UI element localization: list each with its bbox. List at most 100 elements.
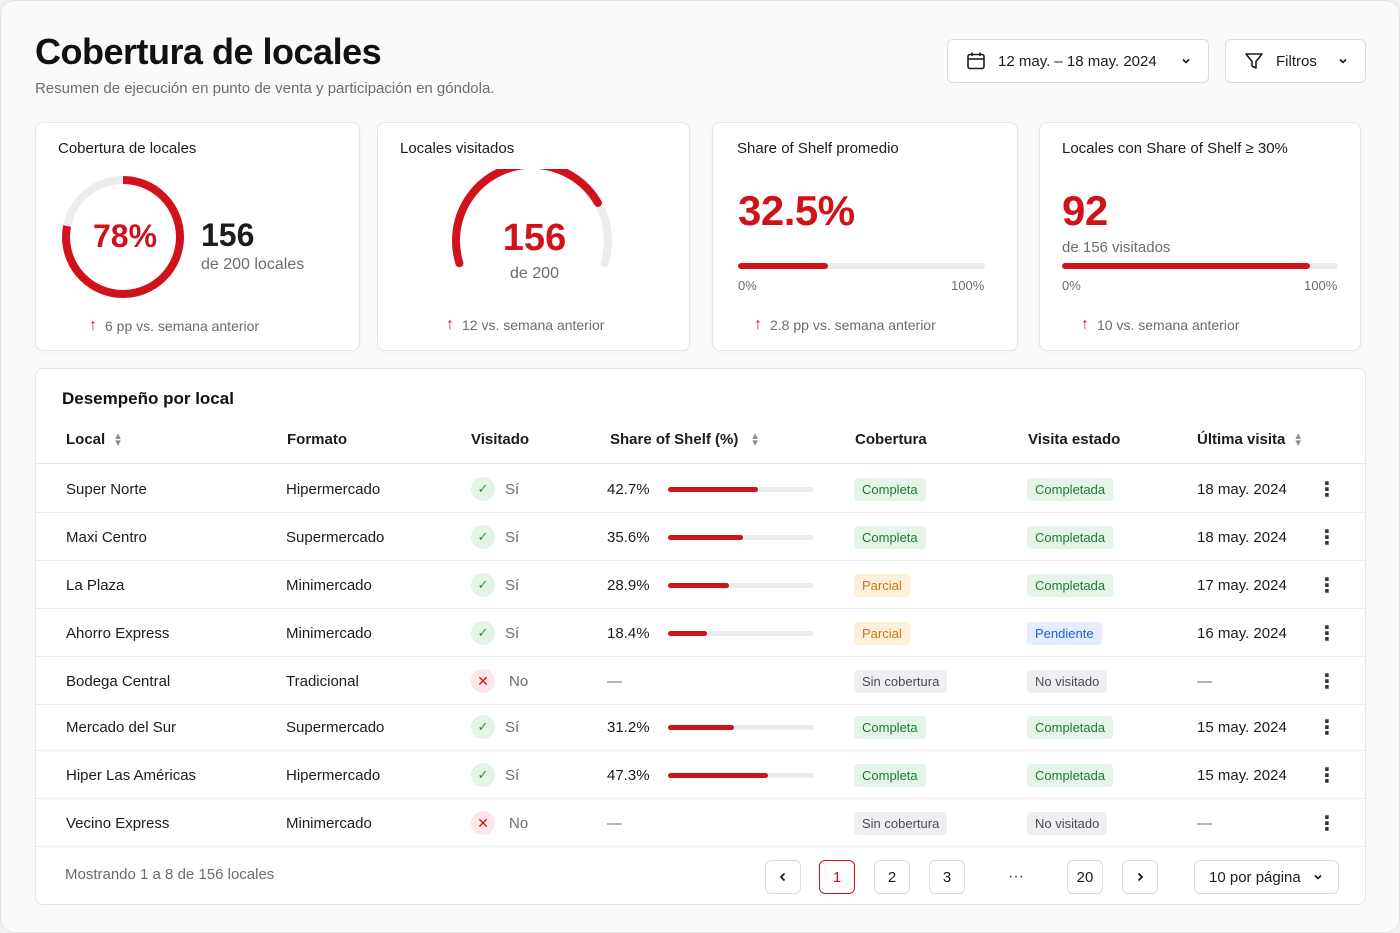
cell-visitado: ✓ Sí [471, 751, 519, 799]
cell-share: — [607, 657, 622, 705]
per-page-label: 10 por página [1209, 868, 1301, 886]
cell-formato: Tradicional [286, 672, 359, 690]
cell-ultima: — [1197, 672, 1212, 690]
prev-page-button[interactable] [765, 860, 801, 894]
divider [36, 463, 1367, 464]
cell-share: 35.6% [607, 513, 814, 561]
table-row[interactable]: Hiper Las Américas Hipermercado ✓ Sí 47.… [36, 751, 1367, 799]
more-vertical-icon[interactable]: ⋮ [1317, 764, 1337, 787]
sort-icon: ▴ ▾ [752, 429, 758, 449]
visitado-text: No [509, 814, 529, 832]
more-vertical-icon[interactable]: ⋮ [1317, 622, 1337, 645]
more-vertical-icon[interactable]: ⋮ [1317, 812, 1337, 835]
table-row[interactable]: Mercado del Sur Supermercado ✓ Sí 31.2% … [36, 703, 1367, 751]
column-header-formato: Formato [287, 431, 347, 448]
cell-cobertura: Sin cobertura [854, 799, 948, 847]
cell-visitado: ✓ Sí [471, 513, 519, 561]
column-header-share[interactable]: Share of Shelf (%) ▴ ▾ [610, 429, 758, 449]
status-badge: Completada [1027, 715, 1114, 739]
cell-visitado: ✕ No [471, 657, 528, 705]
table-row[interactable]: Ahorro Express Minimercado ✓ Sí 18.4% Pa… [36, 609, 1367, 657]
page-button-2[interactable]: 2 [874, 860, 910, 894]
coverage-ring-fill [62, 176, 184, 298]
share-progress [738, 263, 985, 269]
cell-formato: Supermercado [286, 718, 385, 736]
more-vertical-icon[interactable]: ⋮ [1317, 716, 1337, 739]
column-label: Visita estado [1028, 431, 1121, 448]
chevron-down-icon [1337, 55, 1349, 67]
cell-cobertura: Completa [854, 751, 926, 799]
column-header-local[interactable]: Local ▴ ▾ [66, 430, 121, 448]
status-badge: Completada [1027, 573, 1114, 597]
page-button-last[interactable]: 20 [1067, 860, 1103, 894]
coverage-count: 156 [201, 217, 255, 253]
table-row[interactable]: Vecino Express Minimercado ✕ No — Sin co… [36, 799, 1367, 847]
cell-share: 28.9% [607, 561, 814, 609]
cell-formato: Supermercado [286, 528, 385, 546]
share-bar [667, 630, 814, 636]
cell-estado: Completada [1027, 751, 1114, 799]
share-value: 47.3% [607, 766, 650, 784]
cell-local: Vecino Express [66, 814, 170, 832]
page-button-3[interactable]: 3 [929, 860, 965, 894]
cell-local: Ahorro Express [66, 624, 170, 642]
table-row[interactable]: Maxi Centro Supermercado ✓ Sí 35.6% Comp… [36, 513, 1367, 561]
cell-formato: Hipermercado [286, 480, 381, 498]
cell-estado: Completada [1027, 561, 1114, 609]
share30-sub: de 156 visitados [1062, 239, 1171, 256]
status-badge: Completada [1027, 763, 1114, 787]
more-vertical-icon[interactable]: ⋮ [1317, 526, 1337, 549]
visitado-text: Sí [505, 624, 520, 642]
column-header-ultima[interactable]: Última visita ▴ ▾ [1197, 429, 1301, 449]
share-bar [667, 582, 814, 588]
table-row[interactable]: Bodega Central Tradicional ✕ No — Sin co… [36, 657, 1367, 705]
more-vertical-icon[interactable]: ⋮ [1317, 574, 1337, 597]
more-vertical-icon[interactable]: ⋮ [1317, 670, 1337, 693]
cell-visitado: ✓ Sí [471, 561, 519, 609]
sort-icon: ▴ ▾ [1295, 429, 1301, 449]
share30-trend-text: 10 vs. semana anterior [1097, 317, 1240, 333]
share-value: — [607, 672, 622, 690]
kpi-card-visited: Locales visitados 156 de 200 ↑ 12 vs. se… [377, 122, 690, 351]
arrow-up-icon: ↑ [1081, 316, 1089, 333]
share-value: 35.6% [607, 528, 650, 546]
cell-estado: Completada [1027, 703, 1114, 751]
cell-estado: Pendiente [1027, 609, 1102, 657]
coverage-count-sub: de 200 locales [201, 256, 305, 273]
cell-local: Mercado del Sur [66, 718, 177, 736]
visitado-text: Sí [505, 528, 520, 546]
close-icon: ✕ [471, 811, 495, 835]
kpi-card-share-30: Locales con Share of Shelf ≥ 30% 92 de 1… [1039, 122, 1361, 351]
check-icon: ✓ [471, 477, 495, 501]
next-page-button[interactable] [1122, 860, 1158, 894]
more-vertical-icon[interactable]: ⋮ [1317, 478, 1337, 501]
coverage-badge: Parcial [854, 573, 910, 597]
cell-visitado: ✓ Sí [471, 465, 519, 513]
cell-estado: Completada [1027, 465, 1114, 513]
visited-count: 156 [502, 217, 567, 259]
check-icon: ✓ [471, 763, 495, 787]
pagination-summary: Mostrando 1 a 8 de 156 locales [65, 866, 275, 883]
cell-ultima: 17 may. 2024 [1197, 576, 1287, 594]
table-row[interactable]: La Plaza Minimercado ✓ Sí 28.9% Parcial … [36, 561, 1367, 609]
date-range-button[interactable]: 12 may. – 18 may. 2024 [947, 39, 1209, 83]
cell-share: 31.2% [607, 703, 814, 751]
share-trend-text: 2.8 pp vs. semana anterior [770, 317, 936, 333]
per-page-select[interactable]: 10 por página [1194, 860, 1339, 894]
filters-label: Filtros [1276, 52, 1317, 70]
page-button-1[interactable]: 1 [819, 860, 855, 894]
cell-cobertura: Completa [854, 703, 926, 751]
share-bar-fill [667, 724, 734, 730]
filters-button[interactable]: Filtros [1225, 39, 1366, 83]
performance-table-card: Desempeño por local Local ▴ ▾ Formato Vis… [35, 368, 1367, 905]
table-row[interactable]: Super Norte Hipermercado ✓ Sí 42.7% Comp… [36, 465, 1367, 513]
share-trend: ↑ 2.8 pp vs. semana anterior [754, 316, 936, 334]
share-value: 28.9% [607, 576, 650, 594]
check-icon: ✓ [471, 715, 495, 739]
share30-trend: ↑ 10 vs. semana anterior [1081, 316, 1239, 334]
kpi-title: Cobertura de locales [58, 140, 197, 157]
share-value: 31.2% [607, 718, 650, 736]
column-label: Visitado [471, 431, 530, 448]
share-bar-fill [667, 534, 743, 540]
cell-cobertura: Parcial [854, 561, 910, 609]
